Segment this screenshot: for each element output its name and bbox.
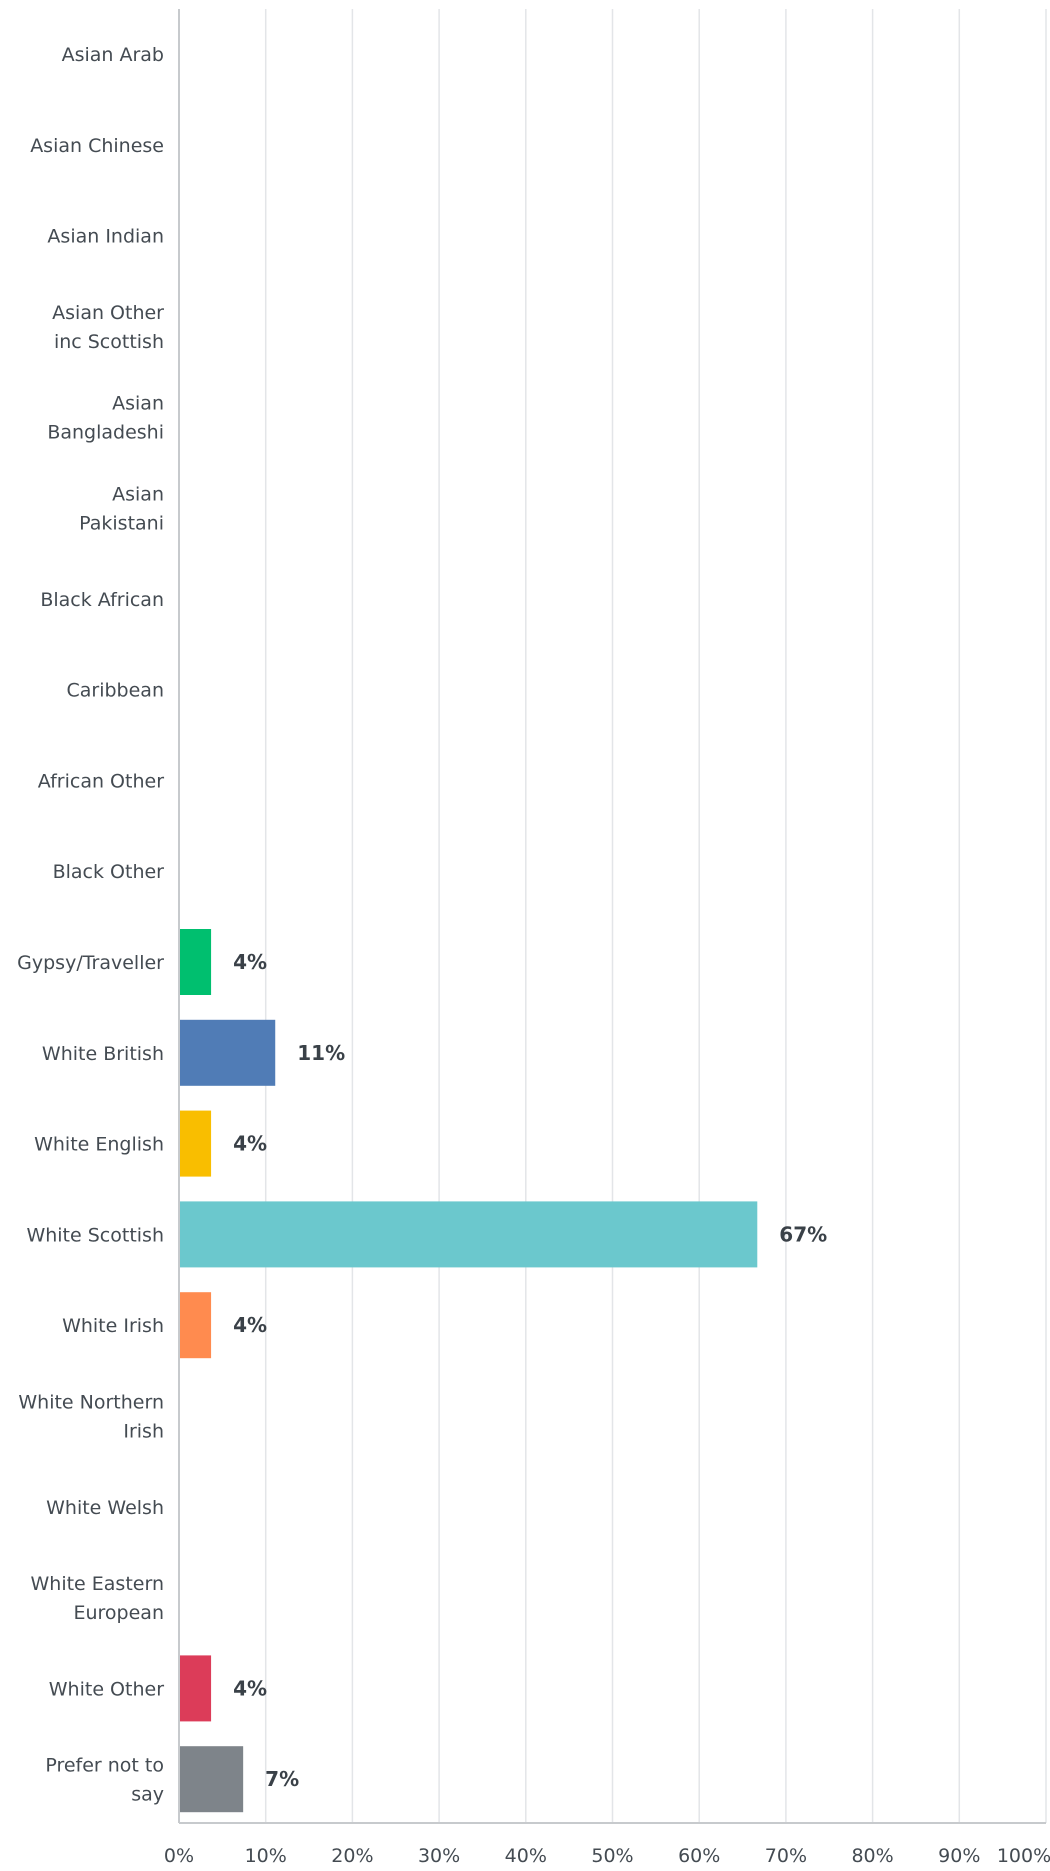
x-axis-tick-labels: 0% 10% 20% 30% 40% 50% 60% 70% 80% 90% 100% xyxy=(164,1845,1050,1867)
category-label: Asian Arab xyxy=(62,44,164,66)
x-tick-label: 100% xyxy=(997,1845,1050,1867)
category-label: Asian Bangladeshi xyxy=(47,393,164,444)
x-tick-label: 80% xyxy=(851,1845,893,1867)
value-label: 7% xyxy=(265,1767,299,1791)
bar xyxy=(179,1019,276,1086)
value-label: 4% xyxy=(233,950,267,974)
category-label: White English xyxy=(34,1134,164,1156)
bar xyxy=(179,1201,758,1268)
category-label: White Eastern European xyxy=(31,1573,165,1624)
value-label: 4% xyxy=(233,1132,267,1156)
x-tick-label: 40% xyxy=(505,1845,547,1867)
bar xyxy=(179,1292,212,1359)
category-label: White British xyxy=(42,1043,164,1065)
value-label: 4% xyxy=(233,1676,267,1700)
category-label: Caribbean xyxy=(67,680,165,702)
axes xyxy=(178,9,1046,1824)
x-tick-label: 20% xyxy=(331,1845,373,1867)
x-tick-label: 70% xyxy=(765,1845,807,1867)
value-label: 11% xyxy=(297,1041,345,1065)
category-label: Asian Chinese xyxy=(30,135,164,157)
category-label: Prefer not to say xyxy=(45,1755,164,1806)
bars xyxy=(179,929,758,1813)
category-label: Asian Pakistani xyxy=(79,484,164,535)
x-tick-label: 60% xyxy=(678,1845,720,1867)
category-label: White Irish xyxy=(62,1315,164,1337)
category-label: African Other xyxy=(38,770,164,792)
x-tick-label: 90% xyxy=(938,1845,980,1867)
category-labels: Asian Arab Asian Chinese Asian Indian Asian… xyxy=(17,44,164,1806)
category-label: Asian Indian xyxy=(47,226,164,248)
bar xyxy=(179,1110,212,1177)
x-tick-label: 0% xyxy=(164,1845,194,1867)
bar xyxy=(179,1655,212,1722)
category-label: White Northern Irish xyxy=(18,1392,164,1443)
x-tick-label: 30% xyxy=(418,1845,460,1867)
category-label: White Welsh xyxy=(46,1497,164,1519)
category-label: Gypsy/Traveller xyxy=(17,952,164,974)
category-label: White Other xyxy=(49,1678,164,1700)
bar xyxy=(179,1746,244,1813)
bar xyxy=(179,929,212,995)
value-label: 4% xyxy=(233,1313,267,1337)
x-tick-label: 50% xyxy=(591,1845,633,1867)
value-label: 67% xyxy=(779,1222,827,1246)
category-label: Asian Other inc Scottish xyxy=(52,302,164,353)
value-labels: 4% 11% 4% 67% 4% 4% 7% xyxy=(233,950,827,1791)
category-label: Black Other xyxy=(53,861,165,883)
category-label: White Scottish xyxy=(26,1224,164,1246)
gridlines xyxy=(264,9,1047,1823)
category-label: Black African xyxy=(40,589,164,611)
x-tick-label: 10% xyxy=(245,1845,287,1867)
